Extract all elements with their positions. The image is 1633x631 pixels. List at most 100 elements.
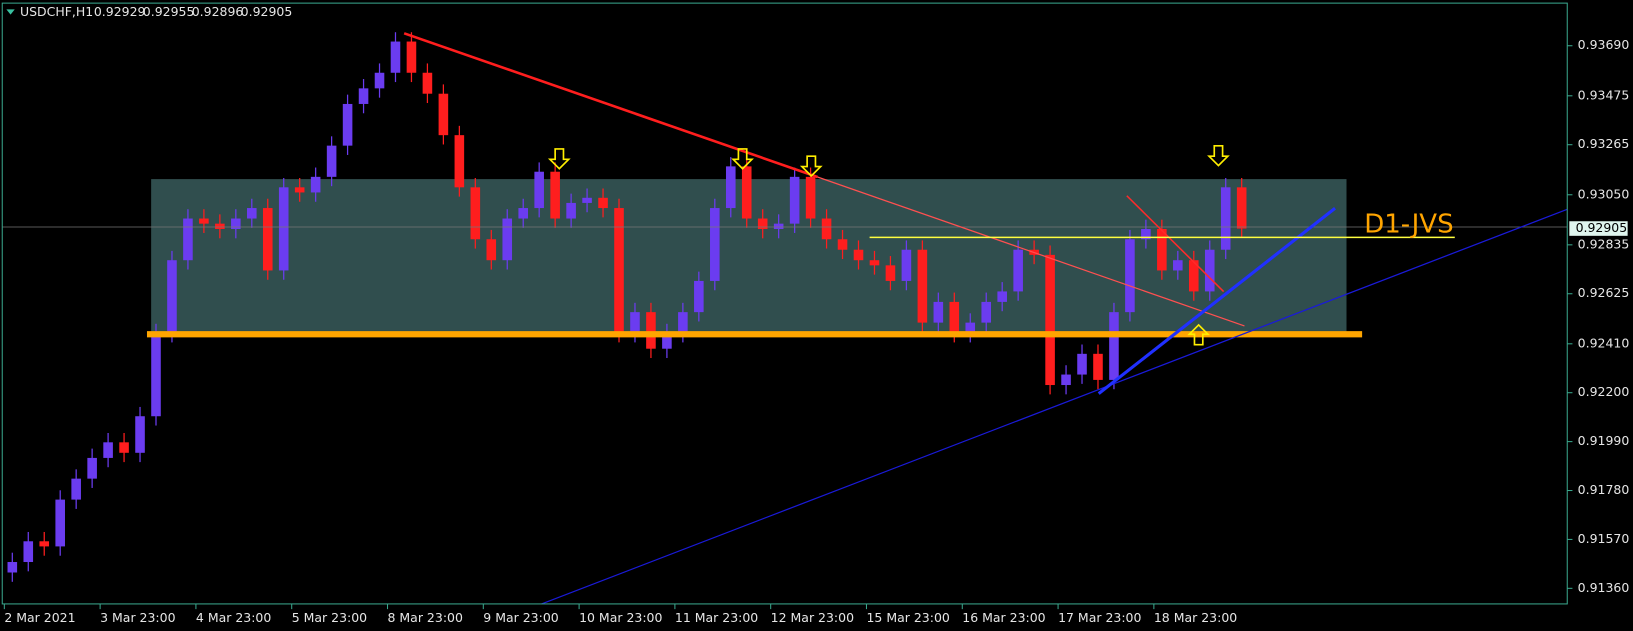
y-tick-label: 0.93475 [1578,87,1630,102]
candle-body [1220,187,1231,250]
header-close: 0.92905 [241,4,293,19]
candle-body [534,171,544,209]
candle-body [262,208,273,271]
candle-body [1188,260,1199,292]
candle-body [853,249,864,261]
header-icon [6,9,15,15]
x-tick-label: 2 Mar 2021 [4,610,75,625]
candle-body [358,88,369,104]
candle-body [406,41,417,73]
arrow-up [1187,323,1211,346]
candle-body [39,541,50,547]
candle-body [773,223,784,230]
arrows [547,144,1230,346]
annotation: D1-JVS [1364,209,1453,239]
y-tick-label: 0.92835 [1578,236,1630,251]
drawings: D1-JVS [2,32,1568,605]
y-tick-label: 0.91360 [1578,580,1630,595]
candle-body [310,176,321,193]
candle-body [326,145,337,177]
candle-body [630,312,640,334]
candle-body [278,187,289,271]
candle-body [933,301,944,323]
header: USDCHF,H1 0.92929 0.92955 0.92896 0.9290… [6,4,292,19]
candle-body [1077,353,1087,375]
frame [1,2,1568,605]
candle-body [582,197,592,203]
candle-body [1045,254,1055,386]
x-tick-label: 11 Mar 23:00 [675,610,758,625]
candle-body [454,135,465,188]
candle-body [1125,239,1135,313]
trendline [541,208,1568,605]
candle-body [119,442,129,453]
x-tick-label: 3 Mar 23:00 [100,610,175,625]
arrow-down [731,148,754,170]
y-tick-label: 0.92410 [1578,335,1630,350]
y-tick-label: 0.91780 [1578,482,1630,497]
candle-body [135,416,145,453]
candle-body [7,562,18,573]
candle-body [486,239,497,261]
candle-body [598,197,608,209]
candle-body [566,202,576,219]
candle-body [103,442,113,458]
price-label-box [1569,221,1628,236]
candle-body [725,166,736,209]
y-tick-label: 0.92200 [1578,384,1630,399]
x-tick-label: 15 Mar 23:00 [866,610,949,625]
candle-body [789,176,800,224]
candle-body [869,260,880,266]
x-tick-label: 4 Mar 23:00 [196,610,271,625]
candles [7,32,1247,582]
candle-body [55,499,65,547]
candle-body [1173,260,1183,271]
x-tick-label: 16 Mar 23:00 [962,610,1045,625]
candle-body [741,166,752,219]
x-tick-label: 9 Mar 23:00 [483,610,558,625]
candle-body [757,218,768,230]
candle-body [470,187,481,240]
y-tick-label: 0.91570 [1578,531,1630,546]
header-high: 0.92955 [143,4,195,19]
candle-body [1013,249,1023,292]
trendline [817,176,1245,327]
x-tick-label: 12 Mar 23:00 [771,610,854,625]
x-tick-label: 5 Mar 23:00 [292,610,367,625]
candle-body [805,176,816,219]
candle-body [901,249,912,281]
arrow-down [1207,144,1230,167]
candle-body [678,312,688,334]
candle-body [965,322,976,334]
price-label: 0.92905 [1576,220,1628,235]
header-low: 0.92896 [192,4,244,19]
candle-body [247,208,257,219]
candle-body [215,223,225,230]
candle-body [821,218,832,240]
candle-body [342,103,353,146]
plot-frame [1,2,1568,605]
candle-body [662,333,672,349]
trendline [403,32,818,179]
trendline [1126,195,1225,293]
candle-body [518,208,529,219]
candle-body [1109,312,1119,380]
candle-body [710,208,720,281]
candle-body [837,239,848,250]
candle-body [294,187,305,193]
candle-body [422,72,433,94]
y-tick-label: 0.93050 [1578,186,1630,201]
candle-body [374,72,385,89]
candle-body [1061,374,1071,386]
x-tick-label: 8 Mar 23:00 [388,610,463,625]
candle-body [87,457,97,479]
candle-body [502,218,513,261]
candle-body [614,208,624,334]
candle-body [949,301,960,334]
candle-body [694,280,704,313]
candle-body [550,171,560,219]
x-tick-label: 10 Mar 23:00 [579,610,662,625]
x-tick-label: 17 Mar 23:00 [1058,610,1141,625]
